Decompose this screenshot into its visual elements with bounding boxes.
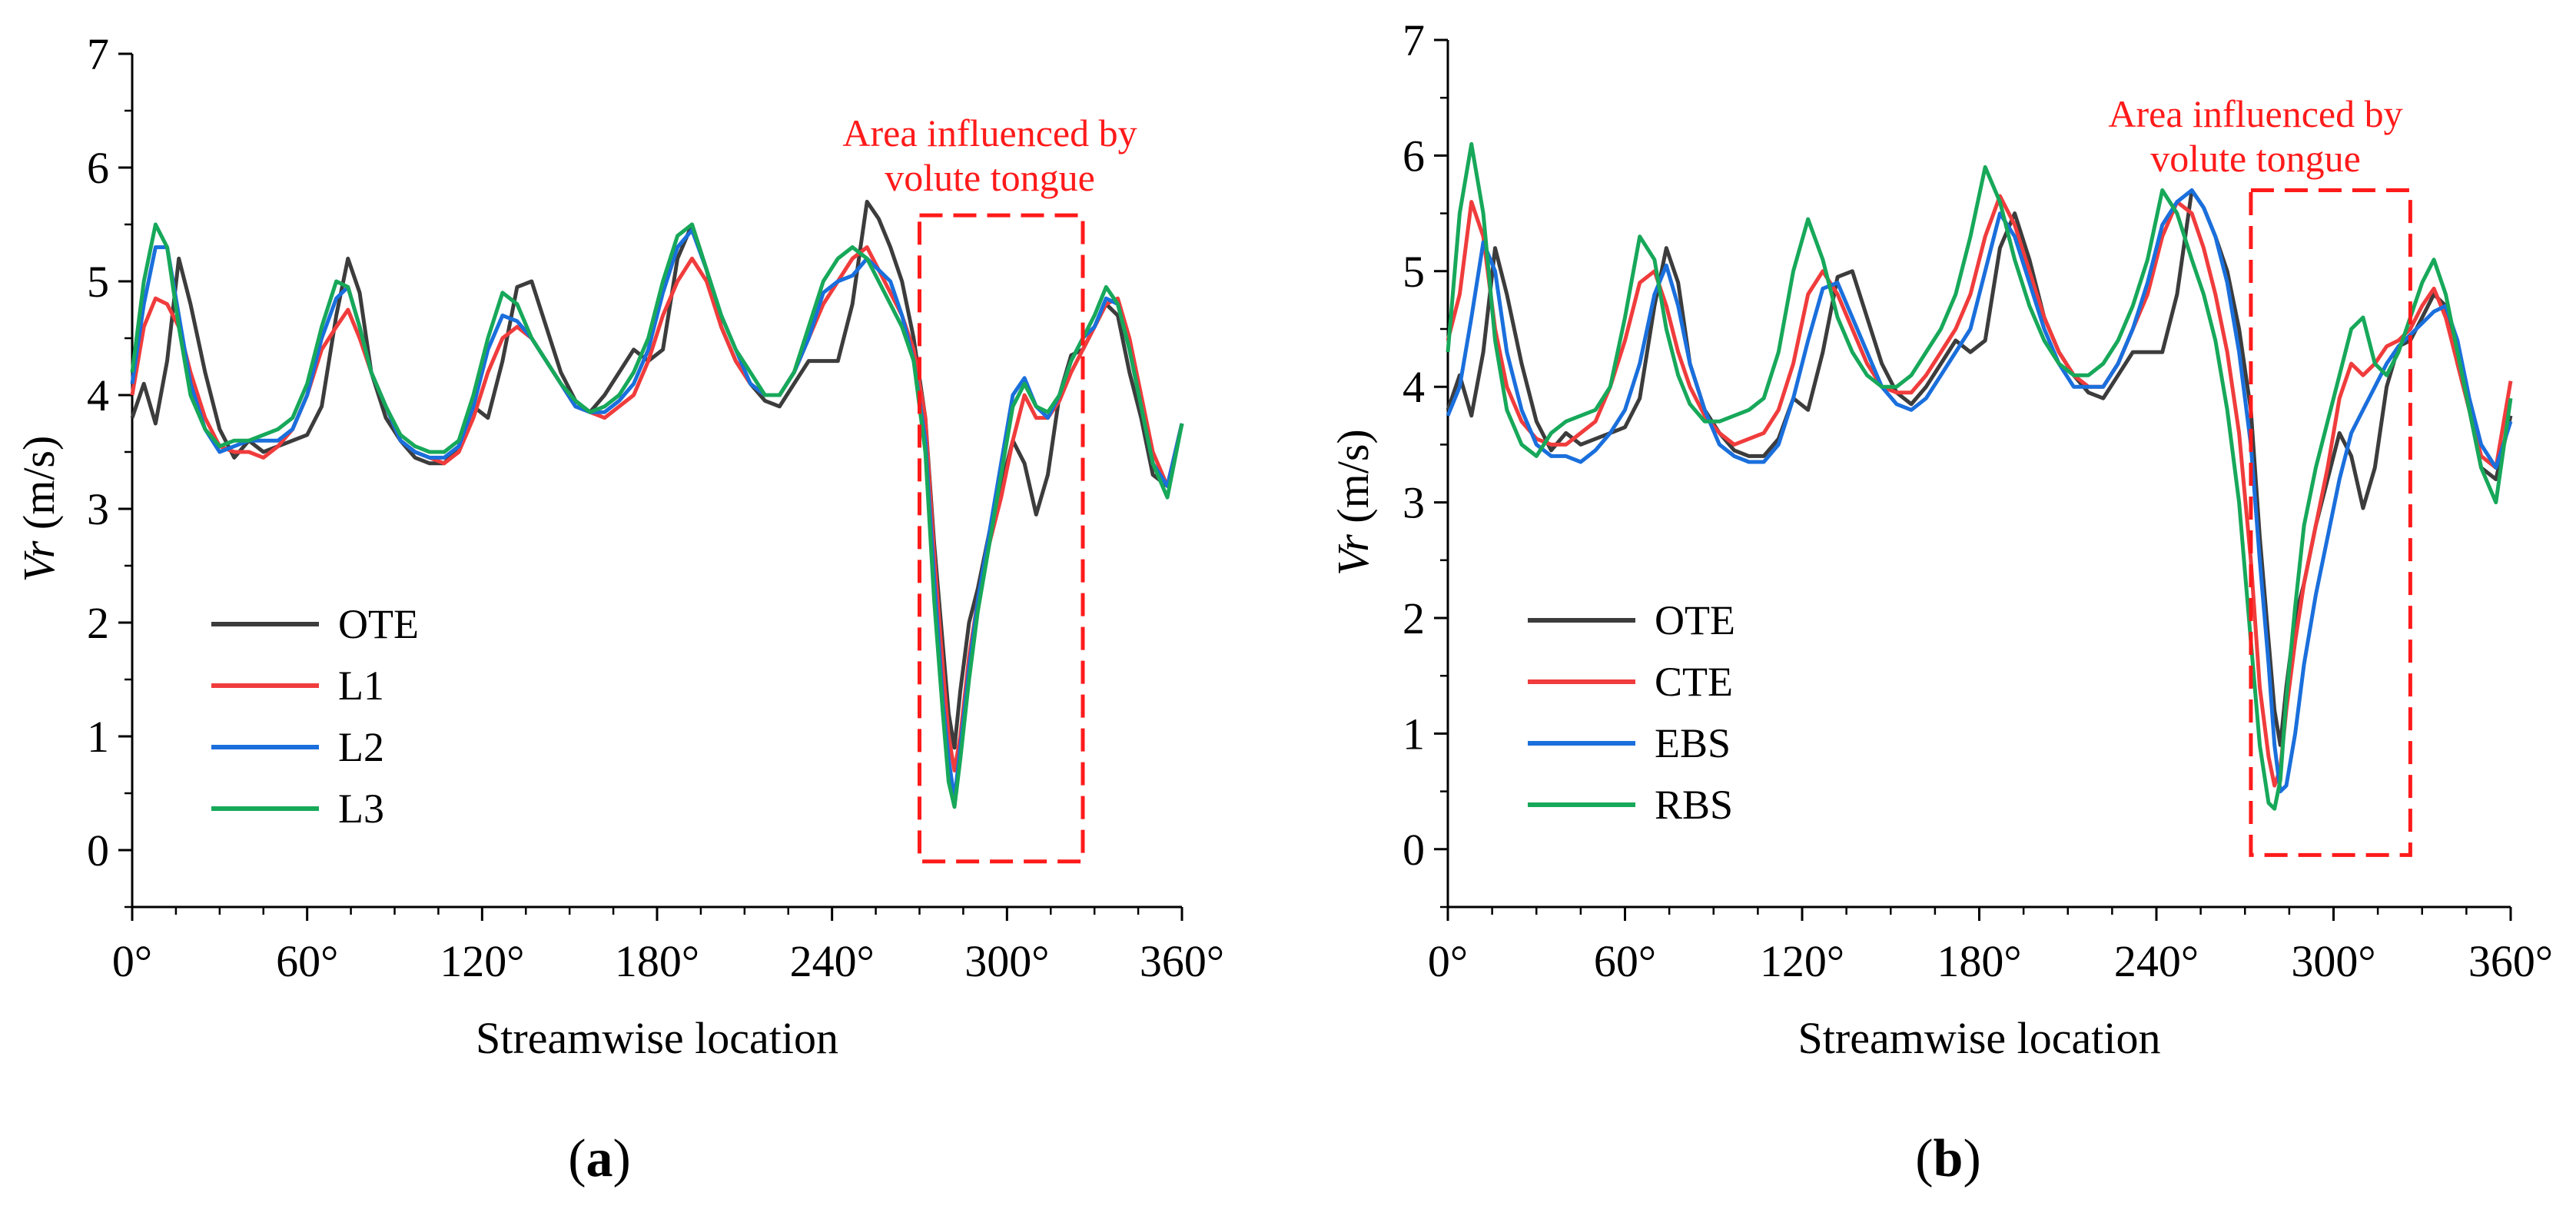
series-line-l1 bbox=[130, 245, 1184, 772]
x-tick-label: 180° bbox=[615, 936, 699, 986]
legend-label-ote: OTE bbox=[1655, 597, 1735, 643]
y-tick-label: 3 bbox=[1403, 478, 1425, 528]
legend-label-l2: L2 bbox=[338, 724, 384, 770]
series-line-ebs bbox=[1446, 188, 2513, 794]
x-axis-title: Streamwise location bbox=[476, 1013, 838, 1063]
volute-tongue-box bbox=[2249, 188, 2412, 857]
y-tick-label: 2 bbox=[87, 598, 109, 648]
legend-label-ebs: EBS bbox=[1655, 720, 1731, 766]
series-line-cte bbox=[1446, 194, 2513, 788]
y-tick-label: 0 bbox=[1403, 825, 1425, 875]
panel-label: (a) bbox=[568, 1129, 631, 1188]
x-tick-label: 240° bbox=[790, 936, 875, 986]
y-axis-title: Vr (m/s) bbox=[14, 436, 64, 583]
series-line-ote bbox=[1446, 188, 2513, 747]
panel-label: (b) bbox=[1915, 1129, 1981, 1188]
y-axis-title-variable: Vr bbox=[1328, 534, 1378, 576]
panel-label-close: ) bbox=[613, 1129, 631, 1188]
chart-panel-b: 0 1 2 3 4 5 6 7 0° 60° 120° 180° 240° 300° 360° Streamw… bbox=[1328, 15, 2553, 1188]
y-tick-label: 4 bbox=[87, 370, 109, 420]
series-line-l2 bbox=[130, 228, 1184, 801]
y-tick-label: 6 bbox=[87, 143, 109, 193]
y-tick-label: 1 bbox=[87, 712, 109, 762]
series-line-rbs bbox=[1446, 141, 2513, 811]
legend-label-l3: L3 bbox=[338, 786, 384, 832]
y-tick-label: 0 bbox=[87, 826, 109, 875]
x-tick-label: 360° bbox=[2468, 936, 2553, 986]
panel-label-open: ( bbox=[1915, 1129, 1933, 1188]
x-tick-label: 0° bbox=[112, 936, 152, 986]
series-line-l3 bbox=[130, 222, 1184, 809]
y-tick-label: 2 bbox=[1403, 593, 1425, 643]
x-tick-label: 240° bbox=[2114, 936, 2199, 986]
x-axis-title: Streamwise location bbox=[1798, 1013, 2161, 1063]
annotation-text: volute tongue bbox=[2150, 137, 2361, 180]
legend-label-rbs: RBS bbox=[1655, 782, 1733, 828]
y-tick-label: 6 bbox=[1403, 131, 1425, 181]
volute-tongue-box bbox=[918, 213, 1085, 864]
panel-label-open: ( bbox=[568, 1129, 586, 1188]
y-tick-label: 3 bbox=[87, 484, 109, 534]
y-axis-title: Vr (m/s) bbox=[1328, 429, 1378, 576]
legend-label-cte: CTE bbox=[1655, 659, 1733, 705]
legend-label-ote: OTE bbox=[338, 601, 419, 647]
x-tick-label: 300° bbox=[964, 936, 1049, 986]
y-tick-label: 1 bbox=[1403, 709, 1425, 759]
annotation-text: Area influenced by bbox=[842, 111, 1137, 154]
x-tick-label: 0° bbox=[1428, 936, 1468, 986]
legend-label-l1: L1 bbox=[338, 663, 384, 709]
y-axis-title-unit: (m/s) bbox=[14, 436, 64, 541]
y-tick-label: 7 bbox=[1403, 15, 1425, 65]
y-tick-label: 4 bbox=[1403, 362, 1425, 412]
y-axis-title-variable: Vr bbox=[14, 540, 64, 582]
x-tick-label: 120° bbox=[1760, 936, 1844, 986]
panel-label-close: ) bbox=[1963, 1129, 1980, 1188]
annotation-text: volute tongue bbox=[885, 156, 1095, 199]
annotation-text: Area influenced by bbox=[2108, 92, 2402, 135]
series-line-ote bbox=[130, 199, 1184, 750]
y-tick-label: 7 bbox=[87, 29, 109, 79]
x-tick-label: 300° bbox=[2291, 936, 2375, 986]
x-tick-label: 60° bbox=[276, 936, 338, 986]
x-tick-label: 180° bbox=[1937, 936, 2021, 986]
x-tick-label: 60° bbox=[1594, 936, 1656, 986]
y-tick-label: 5 bbox=[1403, 247, 1425, 297]
x-tick-label: 120° bbox=[440, 936, 524, 986]
y-axis-title-unit: (m/s) bbox=[1328, 429, 1378, 534]
panel-label-letter: b bbox=[1934, 1129, 1964, 1188]
y-tick-label: 5 bbox=[87, 257, 109, 307]
chart-panel-a: 0 1 2 3 4 5 6 7 0° 60° 120° 180° 240° 300° 360° Streamw… bbox=[14, 29, 1224, 1188]
x-tick-label: 360° bbox=[1140, 936, 1224, 986]
panel-label-letter: a bbox=[586, 1129, 613, 1188]
